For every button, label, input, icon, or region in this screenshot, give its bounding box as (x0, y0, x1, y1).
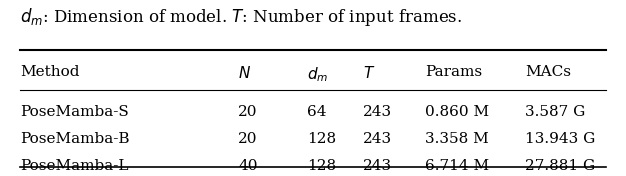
Text: $d_m$: $d_m$ (307, 65, 328, 84)
Text: 20: 20 (239, 105, 258, 119)
Text: PoseMamba-B: PoseMamba-B (20, 132, 130, 146)
Text: MACs: MACs (525, 65, 571, 79)
Text: 3.587 G: 3.587 G (525, 105, 585, 119)
Text: $d_m$: Dimension of model. $T$: Number of input frames.: $d_m$: Dimension of model. $T$: Number o… (20, 6, 462, 28)
Text: 27.881 G: 27.881 G (525, 159, 595, 173)
Text: 243: 243 (363, 132, 392, 146)
Text: 40: 40 (239, 159, 258, 173)
Text: 128: 128 (307, 159, 336, 173)
Text: 243: 243 (363, 159, 392, 173)
Text: 0.860 M: 0.860 M (425, 105, 490, 119)
Text: PoseMamba-L: PoseMamba-L (20, 159, 128, 173)
Text: 13.943 G: 13.943 G (525, 132, 595, 146)
Text: PoseMamba-S: PoseMamba-S (20, 105, 129, 119)
Text: 128: 128 (307, 132, 336, 146)
Text: 243: 243 (363, 105, 392, 119)
Text: Method: Method (20, 65, 80, 79)
Text: 64: 64 (307, 105, 326, 119)
Text: $N$: $N$ (239, 65, 251, 81)
Text: 6.714 M: 6.714 M (425, 159, 490, 173)
Text: 3.358 M: 3.358 M (425, 132, 489, 146)
Text: 20: 20 (239, 132, 258, 146)
Text: Params: Params (425, 65, 482, 79)
Text: $T$: $T$ (363, 65, 375, 81)
